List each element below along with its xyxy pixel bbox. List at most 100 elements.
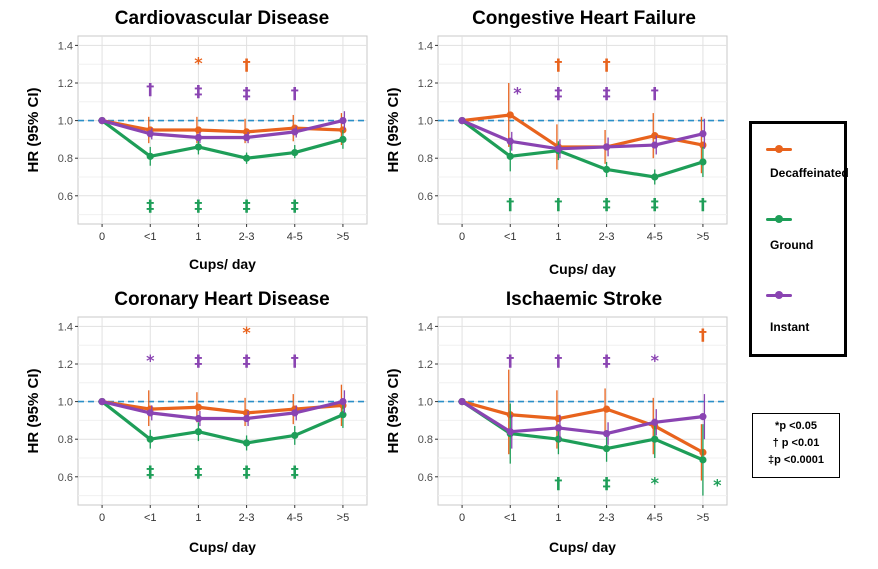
legend-marker-instant (775, 291, 783, 299)
data-point-ground (291, 148, 299, 157)
y-tick-label: 0.8 (58, 153, 73, 165)
legend-label-instant: Instant (770, 320, 810, 334)
panel-cardiovascular: 0.6 0.8 1.0 1.2 1.4 0 <1 1 2-3 4-5 >5 * † † ‡ ‡ † ‡ ‡ ‡ ‡ Car… (25, 8, 368, 272)
significance-marker: * (513, 83, 522, 102)
x-tick-label: >5 (697, 231, 710, 243)
y-tick-label: 1.2 (418, 359, 433, 371)
significance-marker: † (506, 351, 514, 370)
y-tick-label: 1.0 (418, 116, 433, 128)
data-point-ground (146, 152, 154, 160)
x-tick-label: <1 (144, 512, 157, 524)
data-point-instant (699, 130, 707, 138)
data-point-instant (242, 133, 251, 142)
x-tick-label: 2-3 (239, 231, 255, 243)
data-point-ground (194, 428, 203, 436)
significance-marker: † (506, 194, 514, 213)
data-point-ground (602, 445, 611, 453)
data-point-ground (194, 143, 203, 151)
data-point-ground (699, 456, 707, 464)
y-tick-label: 0.6 (58, 472, 73, 484)
data-point-decaffeinated (554, 414, 563, 423)
series-line-instant (100, 118, 345, 140)
data-point-ground (242, 439, 251, 447)
significance-marker: ‡ (603, 83, 611, 102)
data-point-ground (602, 165, 611, 174)
series-line-instant (460, 118, 705, 151)
y-axis-label: HR (95% CI) (25, 368, 42, 453)
y-tick-label: 0.8 (58, 434, 73, 446)
y-axis-label: HR (95% CI) (385, 368, 402, 453)
x-tick-label: 1 (555, 231, 561, 243)
significance-marker: † (554, 55, 562, 74)
x-tick-label: 0 (459, 512, 465, 524)
data-point-instant (146, 409, 154, 417)
data-point-instant (242, 414, 251, 423)
significance-key: *p <0.05 † p <0.01 ‡p <0.0001 (752, 413, 840, 478)
series-line-ground (460, 118, 705, 179)
y-tick-label: 1.2 (58, 78, 73, 90)
significance-marker: ‡ (291, 196, 299, 215)
x-axis-label: Cups/ day (549, 261, 616, 277)
data-point-decaffeinated (651, 132, 659, 140)
significance-marker: ‡ (146, 462, 154, 481)
significance-marker: † (554, 351, 562, 370)
y-tick-label: 1.4 (418, 321, 433, 333)
x-axis-label: Cups/ day (189, 539, 256, 555)
data-point-instant (194, 414, 203, 423)
y-tick-label: 1.4 (418, 40, 433, 52)
significance-marker: ‡ (651, 194, 659, 213)
significance-marker: ‡ (243, 196, 251, 215)
x-tick-label: 1 (195, 231, 201, 243)
significance-marker: ‡ (603, 473, 611, 492)
significance-marker: ‡ (243, 83, 251, 102)
data-point-decaffeinated (194, 126, 203, 134)
y-tick-label: 0.6 (418, 472, 433, 484)
significance-marker: ‡ (194, 82, 202, 101)
data-point-ground (291, 431, 299, 440)
significance-marker: † (243, 55, 251, 74)
x-tick-label: 1 (555, 512, 561, 524)
x-tick-label: <1 (144, 231, 157, 243)
panel-title: Cardiovascular Disease (115, 8, 329, 29)
y-tick-label: 1.4 (58, 321, 73, 333)
x-tick-label: >5 (337, 231, 350, 243)
x-tick-label: 4-5 (287, 231, 303, 243)
significance-marker: † (603, 55, 611, 74)
significance-marker: ‡ (291, 462, 299, 481)
significance-marker: ‡ (554, 83, 562, 102)
significance-marker: ‡ (194, 462, 202, 481)
significance-marker: † (554, 473, 562, 492)
panel-title: Congestive Heart Failure (472, 8, 696, 29)
y-tick-label: 1.2 (58, 359, 73, 371)
legend-label-decaffeinated: Decaffeinated (770, 166, 849, 180)
y-tick-label: 1.2 (418, 78, 433, 90)
data-point-ground (506, 152, 514, 160)
data-point-decaffeinated (506, 111, 514, 119)
data-point-instant (291, 409, 299, 417)
significance-marker: † (554, 194, 562, 213)
data-point-instant (699, 413, 707, 421)
panel-congestive-heart-failure: 0.6 0.8 1.0 1.2 1.4 0 <1 1 2-3 4-5 >5 † † * ‡ ‡ † † † ‡ ‡ † Co… (385, 8, 728, 277)
significance-marker: † (291, 351, 299, 370)
y-tick-label: 0.8 (418, 434, 433, 446)
data-point-ground (554, 435, 563, 443)
y-tick-label: 1.4 (58, 40, 73, 52)
data-point-ground (242, 154, 251, 162)
data-point-decaffeinated (194, 403, 203, 411)
significance-marker: † (699, 325, 707, 344)
significance-marker: * (713, 475, 722, 494)
data-point-instant (602, 429, 611, 438)
series-line-instant (460, 400, 705, 436)
series-line-ground (100, 400, 345, 445)
x-tick-label: >5 (337, 512, 350, 524)
data-point-ground (651, 435, 659, 443)
legend: Decaffeinated Ground Instant (749, 121, 849, 357)
significance-marker: * (651, 473, 660, 492)
data-point-instant (291, 128, 299, 136)
data-point-instant (602, 143, 611, 151)
y-tick-label: 1.0 (58, 116, 73, 128)
x-axis-label: Cups/ day (189, 256, 256, 272)
significance-marker: † (291, 83, 299, 102)
data-point-instant (98, 398, 106, 406)
